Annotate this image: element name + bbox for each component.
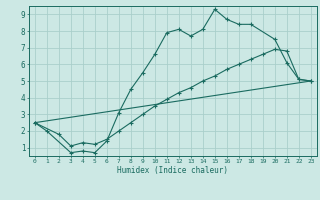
X-axis label: Humidex (Indice chaleur): Humidex (Indice chaleur) xyxy=(117,166,228,175)
